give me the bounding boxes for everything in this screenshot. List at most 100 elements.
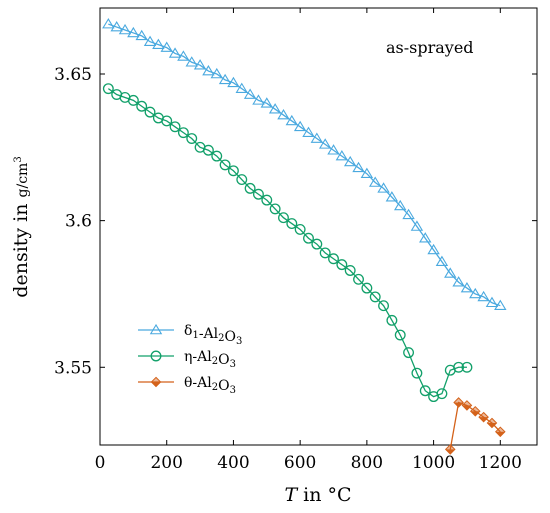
legend-item: δ1-Al2O3 bbox=[138, 323, 242, 347]
data-point bbox=[261, 194, 273, 206]
data-point bbox=[385, 191, 399, 202]
data-point bbox=[311, 238, 323, 250]
data-point bbox=[302, 126, 315, 137]
data-point bbox=[469, 287, 482, 299]
data-point bbox=[236, 174, 248, 186]
series-1 bbox=[102, 18, 507, 310]
data-point bbox=[461, 361, 473, 373]
legend-item: η-Al2O3 bbox=[138, 349, 236, 370]
legend-swatch-marker bbox=[150, 350, 162, 362]
data-point bbox=[177, 127, 189, 139]
legend-swatch-marker bbox=[149, 323, 163, 335]
data-point bbox=[436, 388, 448, 400]
data-point bbox=[427, 243, 440, 255]
data-point bbox=[469, 405, 481, 417]
data-point bbox=[135, 29, 148, 41]
data-point bbox=[210, 67, 223, 79]
data-point bbox=[378, 300, 389, 312]
data-point bbox=[335, 150, 349, 161]
data-point bbox=[461, 400, 473, 411]
data-point bbox=[253, 188, 264, 200]
data-point bbox=[310, 132, 324, 143]
data-point bbox=[102, 18, 115, 29]
legend-label: θ-Al2O3 bbox=[184, 375, 236, 396]
legend-label: δ1-Al2O3 bbox=[184, 323, 242, 347]
data-point bbox=[328, 253, 339, 265]
data-point bbox=[402, 208, 415, 220]
data-point bbox=[278, 212, 289, 224]
data-point bbox=[377, 182, 390, 193]
data-point bbox=[460, 282, 474, 293]
data-point bbox=[168, 47, 182, 58]
data-point bbox=[110, 20, 123, 32]
x-tick-label: 600 bbox=[284, 453, 316, 473]
data-point bbox=[410, 220, 424, 231]
data-point bbox=[394, 329, 406, 341]
data-point bbox=[453, 361, 465, 373]
data-point bbox=[361, 282, 373, 294]
data-point bbox=[185, 56, 198, 67]
data-point bbox=[285, 114, 299, 126]
data-point bbox=[444, 444, 456, 455]
data-point bbox=[243, 88, 257, 99]
data-point bbox=[485, 296, 499, 308]
x-tick-label: 1000 bbox=[412, 453, 455, 473]
data-point bbox=[202, 144, 214, 156]
plot-area-border bbox=[99, 7, 538, 446]
x-tick-label: 1200 bbox=[479, 453, 522, 473]
data-point bbox=[435, 255, 449, 266]
y-tick-label: 3.6 bbox=[65, 212, 92, 232]
series-3 bbox=[444, 397, 506, 455]
data-point bbox=[419, 232, 432, 243]
data-point bbox=[386, 314, 398, 326]
data-point bbox=[160, 41, 173, 52]
x-tick-label: 400 bbox=[217, 453, 249, 473]
data-point bbox=[144, 106, 156, 118]
data-point bbox=[202, 64, 215, 76]
data-point bbox=[127, 26, 140, 38]
data-point bbox=[369, 291, 381, 303]
data-point bbox=[477, 290, 490, 302]
data-point bbox=[319, 247, 331, 259]
data-point bbox=[235, 82, 248, 93]
y-tick-label: 3.55 bbox=[54, 358, 92, 378]
annotation-as-sprayed: as-sprayed bbox=[386, 38, 474, 57]
data-point bbox=[269, 203, 281, 215]
data-point bbox=[277, 108, 290, 120]
x-axis-title: T in °C bbox=[284, 484, 351, 506]
x-tick-label: 800 bbox=[351, 453, 383, 473]
data-point bbox=[102, 83, 114, 95]
data-point bbox=[219, 159, 231, 171]
data-point bbox=[478, 411, 489, 423]
data-point bbox=[177, 50, 190, 61]
axis-ticks: 0 200 400 600 800 1000 1200 3.55 3.6 3.65 bbox=[54, 8, 537, 473]
data-point bbox=[211, 150, 223, 162]
data-point bbox=[327, 144, 340, 155]
data-point bbox=[352, 161, 365, 173]
data-point bbox=[394, 199, 407, 211]
data-point bbox=[444, 267, 457, 278]
data-point bbox=[161, 115, 173, 127]
data-point bbox=[303, 232, 314, 244]
series-line bbox=[108, 23, 501, 307]
data-point bbox=[260, 97, 274, 108]
data-point bbox=[452, 276, 465, 287]
data-point bbox=[136, 100, 148, 112]
data-point bbox=[252, 94, 265, 105]
data-point bbox=[294, 223, 306, 235]
data-point bbox=[486, 417, 498, 429]
data-point bbox=[453, 397, 464, 408]
data-point bbox=[218, 73, 232, 85]
data-point bbox=[344, 265, 356, 276]
data-point bbox=[293, 120, 307, 132]
data-point bbox=[127, 94, 139, 106]
legend-label: η-Al2O3 bbox=[184, 349, 236, 370]
data-point bbox=[143, 35, 157, 47]
data-point bbox=[353, 273, 364, 285]
data-point bbox=[227, 76, 240, 88]
data-point bbox=[169, 121, 181, 133]
plot-frame bbox=[99, 7, 538, 446]
data-point bbox=[244, 182, 256, 194]
data-point bbox=[186, 133, 198, 144]
